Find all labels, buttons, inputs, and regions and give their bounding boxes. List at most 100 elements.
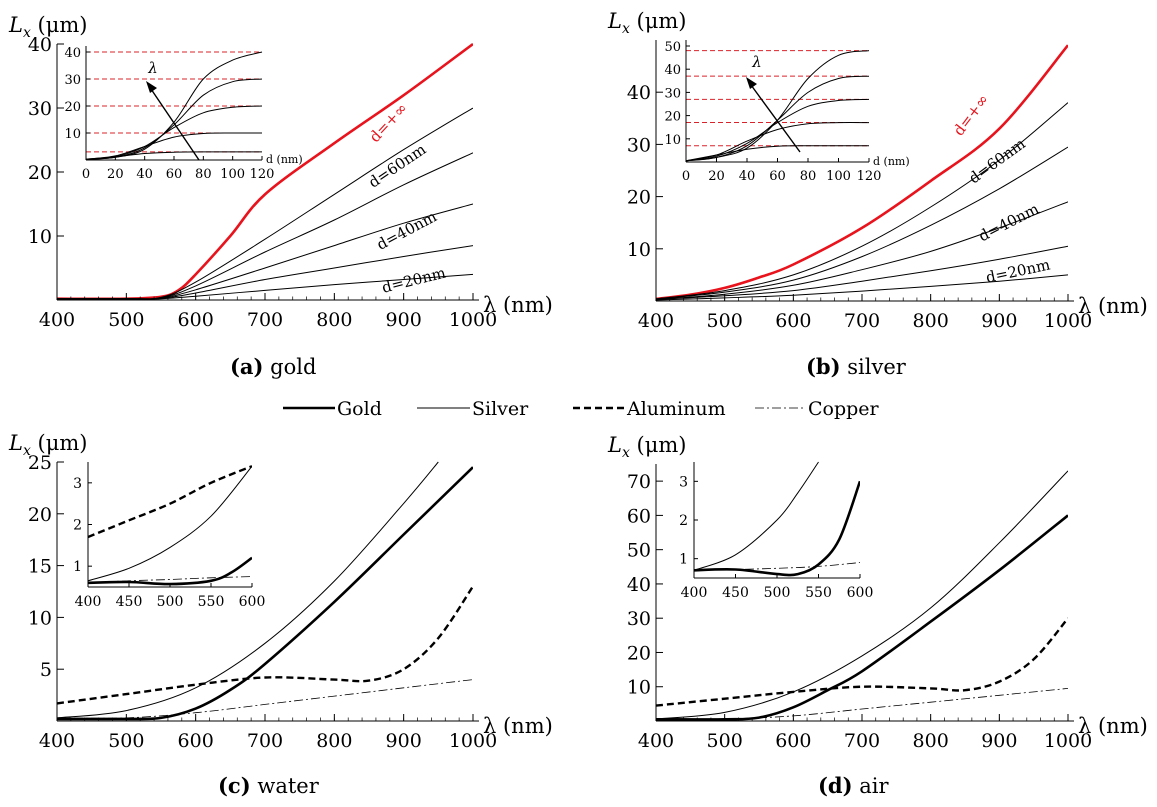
inset-x-tick-label-450: 450: [116, 594, 143, 610]
x-tick-label-800: 800: [913, 310, 949, 332]
caption-d-letter: (d): [818, 773, 853, 798]
inset-x-tick-label-0: 0: [82, 167, 90, 182]
curve-label-1: d=+∞: [950, 91, 993, 140]
series-line-d-: [656, 44, 1068, 301]
y-tick-label-60: 60: [627, 505, 651, 527]
series-line-silver: [57, 461, 439, 719]
x-axis-label: λ (nm): [1078, 294, 1148, 318]
y-axis-label: Lx (μm): [607, 433, 686, 461]
inset-y-tick-label-20: 20: [664, 110, 681, 125]
caption-c: (c) water: [218, 773, 319, 798]
inset-y-tick-label-30: 30: [64, 73, 81, 88]
y-tick-label-10: 10: [28, 226, 52, 248]
inset-arrow-head: [146, 81, 157, 93]
x-tick-label-500: 500: [108, 730, 144, 752]
series-line-silver: [656, 470, 1068, 720]
series-line-curve-5: [685, 145, 869, 162]
y-axis-label: Lx (μm): [8, 431, 87, 459]
inset-x-tick-label-20: 20: [708, 169, 725, 184]
inset-y-tick-label-30: 30: [664, 86, 681, 101]
inset-background: [88, 462, 252, 587]
series-line-silver: [88, 465, 252, 582]
inset-y-tick-label-2: 2: [73, 518, 82, 534]
inset-x-tick-label-400: 400: [75, 594, 102, 610]
x-tick-label-900: 900: [386, 309, 422, 331]
legend-label-silver: Silver: [472, 398, 529, 420]
inset-x-tick-label-450: 450: [722, 585, 749, 601]
y-tick-label-5: 5: [40, 659, 52, 681]
curve-label-4: d=20nm: [380, 264, 448, 297]
legend-label-aluminum: Aluminum: [626, 398, 726, 420]
x-tick-label-400: 400: [638, 730, 674, 752]
inset-x-tick-label-550: 550: [198, 594, 225, 610]
y-tick-label-25: 25: [28, 452, 52, 474]
y-tick-label-10: 10: [627, 677, 651, 699]
x-tick-label-800: 800: [913, 730, 949, 752]
inset-y-tick-label-40: 40: [664, 63, 681, 78]
x-tick-label-700: 700: [844, 730, 880, 752]
series-line-aluminum: [57, 585, 473, 705]
y-tick-label-20: 20: [28, 162, 52, 184]
inset-x-tick-label-100: 100: [220, 167, 245, 182]
caption-b-letter: (b): [806, 354, 841, 379]
series-line-gold: [57, 466, 473, 721]
panel-d-inset: 400 450 500 550 600 1 2 3: [679, 461, 873, 601]
x-tick-label-600: 600: [178, 309, 214, 331]
x-tick-label-500: 500: [707, 730, 743, 752]
x-tick-label-400: 400: [39, 730, 75, 752]
x-tick-label-500: 500: [707, 310, 743, 332]
x-tick-label-900: 900: [981, 730, 1017, 752]
x-tick-label-1000: 1000: [1044, 310, 1092, 332]
panel-c-inset: 400 450 500 550 600 1 2 3: [73, 462, 265, 610]
inset-x-tick-label-550: 550: [805, 585, 832, 601]
y-axis-label: Lx (μm): [8, 13, 87, 41]
inset-arrow-label: λ: [147, 59, 158, 77]
x-tick-label-400: 400: [638, 310, 674, 332]
panel-b-inset: 0 20 40 60 80 100 120 10 20 30 40 50 d (nm) λ: [664, 40, 910, 184]
x-tick-label-700: 700: [247, 309, 283, 331]
curve-label-2: d=60nm: [365, 140, 429, 191]
x-axis-label: λ (nm): [1078, 714, 1148, 738]
inset-arrow-shaft: [750, 84, 801, 153]
y-tick-label-40: 40: [627, 574, 651, 596]
y-tick-label-30: 30: [627, 608, 651, 630]
caption-d: (d) air: [818, 773, 889, 798]
inset-arrow-shaft: [150, 88, 200, 161]
panel-d: 400 500 600 700 800 900 1000 10 20 30 40 50 60 70 Lx (…: [607, 433, 1148, 752]
inset-x-tick-label-500: 500: [157, 594, 184, 610]
inset-arrow-label: λ: [751, 53, 762, 71]
legend-label-copper: Copper: [808, 398, 880, 420]
x-tick-label-800: 800: [316, 730, 352, 752]
inset-y-tick-label-1: 1: [73, 559, 82, 575]
series-line-d-20nm: [57, 273, 473, 300]
series-line-d-60nm: [656, 102, 1068, 300]
x-tick-label-600: 600: [775, 310, 811, 332]
inset-y-tick-label-20: 20: [64, 100, 81, 115]
curve-label-2: d=60nm: [965, 135, 1028, 188]
caption-d-text: air: [859, 774, 889, 798]
series-line-d-: [57, 42, 473, 300]
x-tick-label-600: 600: [178, 730, 214, 752]
inset-x-tick-label-60: 60: [166, 167, 183, 182]
caption-a-letter: (a): [230, 354, 264, 379]
series-line-copper: [57, 679, 473, 719]
inset-x-tick-label-0: 0: [682, 169, 690, 184]
x-tick-label-1000: 1000: [1044, 730, 1092, 752]
inset-x-tick-label-120: 120: [857, 169, 882, 184]
x-tick-label-700: 700: [247, 730, 283, 752]
y-tick-label-40: 40: [28, 34, 52, 56]
inset-x-tick-label-40: 40: [739, 169, 756, 184]
y-axis-label: Lx (μm): [607, 9, 686, 37]
inset-x-tick-label-400: 400: [681, 585, 708, 601]
x-axis-label: λ (nm): [483, 714, 553, 738]
x-tick-label-400: 400: [39, 309, 75, 331]
series-line-curve-3: [656, 146, 1068, 300]
x-tick-label-1000: 1000: [449, 309, 497, 331]
series-line-aluminum: [88, 465, 252, 539]
inset-x-tick-label-100: 100: [826, 169, 851, 184]
inset-x-tick-label-500: 500: [764, 585, 791, 601]
inset-x-axis-label: d (nm): [266, 153, 303, 166]
